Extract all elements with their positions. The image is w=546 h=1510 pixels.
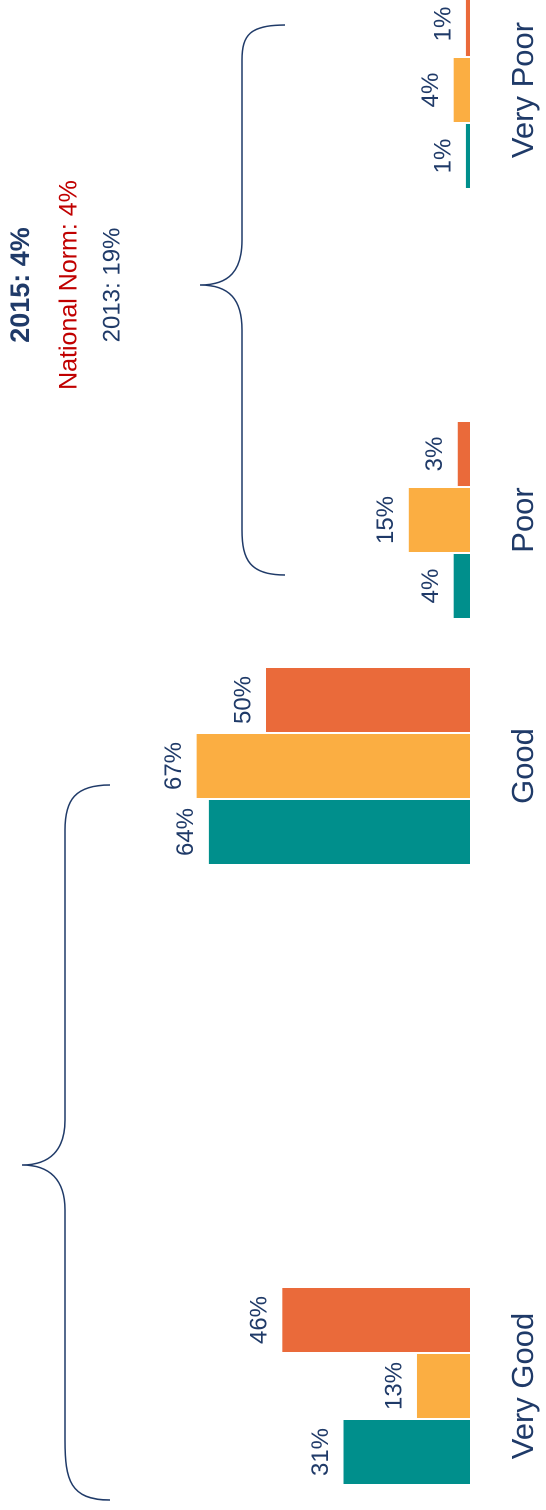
value-label: 4% <box>417 73 444 108</box>
value-label: 67% <box>160 742 187 790</box>
bar <box>453 58 470 122</box>
bar <box>266 668 470 732</box>
bar <box>208 800 470 864</box>
category-label: Good <box>505 728 540 804</box>
value-label: 4% <box>417 569 444 604</box>
value-label: 46% <box>246 1296 273 1344</box>
bar <box>408 488 470 552</box>
brace <box>199 24 286 576</box>
annotation: National Norm: 4% <box>55 180 83 390</box>
value-label: 1% <box>429 139 456 174</box>
bar <box>416 1354 470 1418</box>
category-label: Very Good <box>505 1313 540 1459</box>
bar <box>465 0 470 56</box>
bar <box>465 124 470 188</box>
value-label: 3% <box>421 437 448 472</box>
value-label: 13% <box>380 1362 407 1410</box>
annotation: 2015: 4% <box>5 227 35 343</box>
value-label: 15% <box>372 496 399 544</box>
annotation: 2013: 19% <box>98 228 125 343</box>
bar <box>196 734 470 798</box>
category-label: Poor <box>505 487 540 552</box>
bar <box>282 1288 470 1352</box>
value-label: 1% <box>429 7 456 42</box>
category-label: Very Poor <box>505 22 540 158</box>
bar <box>457 422 470 486</box>
bar <box>343 1420 470 1484</box>
value-label: 31% <box>307 1428 334 1476</box>
brace <box>21 784 111 1501</box>
value-label: 64% <box>172 808 199 856</box>
value-label: 50% <box>229 676 256 724</box>
bar <box>453 554 470 618</box>
